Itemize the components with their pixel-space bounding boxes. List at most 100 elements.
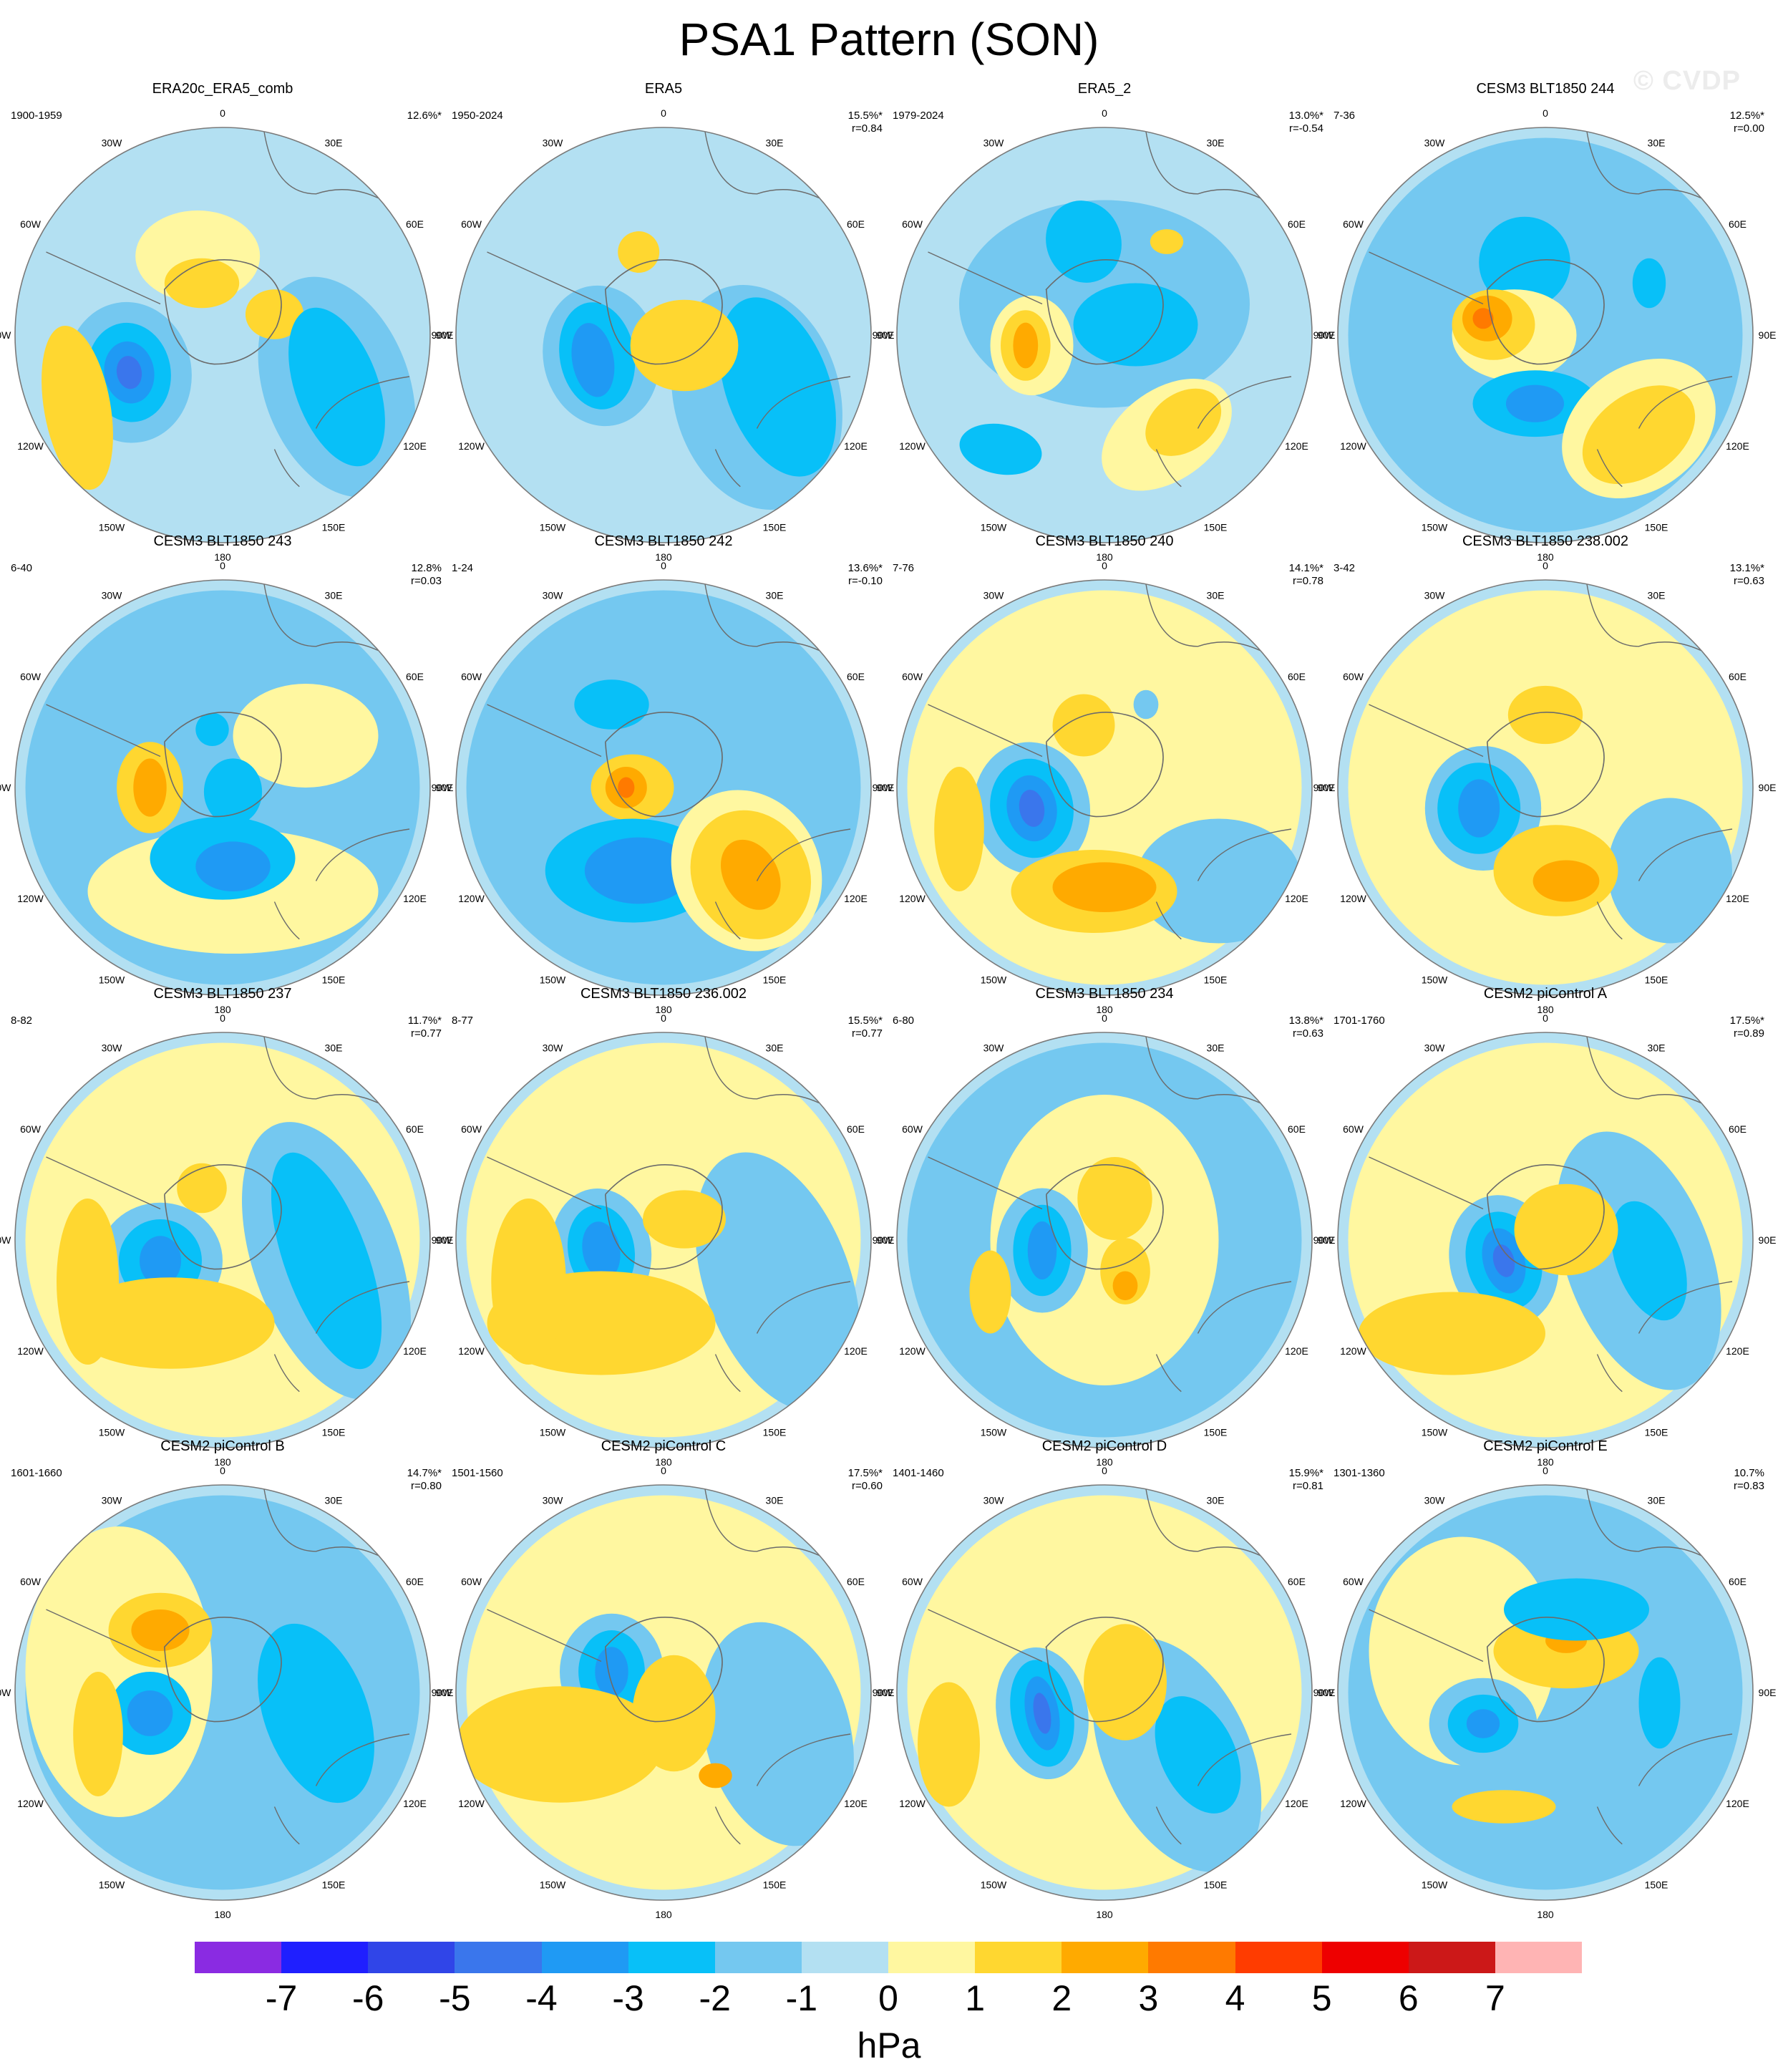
longitude-label: 90W <box>873 782 894 793</box>
africa-coastline <box>704 1036 820 1104</box>
longitude-label: 0 <box>661 560 666 571</box>
longitude-label: 0 <box>1102 560 1107 571</box>
longitude-label: 180 <box>1537 1004 1554 1015</box>
longitude-label: 90W <box>0 329 11 341</box>
antarctica-coastline <box>604 712 723 818</box>
panel-variance-explained: 15.5%* <box>848 1015 883 1027</box>
longitude-label: 0 <box>1543 1012 1548 1024</box>
map-panel: 0 30E 60E 90E 120E 150E 180 150W 120W 90W 60W 30W ER… <box>0 81 453 563</box>
australia-coastline <box>714 1733 851 1845</box>
longitude-label: 60W <box>902 218 923 230</box>
map-rim <box>1337 579 1754 996</box>
longitude-label: 30W <box>102 137 123 149</box>
panel-years: 1979-2024 <box>893 110 944 122</box>
longitude-label: 120W <box>17 893 44 904</box>
map-panel: 0 30E 60E 90E 120E 150E 180 150W 120W 90W 60W 30W CE… <box>873 1438 1336 1920</box>
panel-variance-explained: 10.7% <box>1734 1467 1764 1479</box>
australia-coastline <box>1155 1733 1292 1845</box>
pressure-anomaly-contour <box>918 1682 980 1807</box>
pressure-anomaly-contour <box>695 1152 860 1411</box>
south-america-coastline <box>1369 251 1484 305</box>
africa-coastline <box>1586 1036 1701 1104</box>
longitude-label: 0 <box>220 107 225 119</box>
longitude-label: 150W <box>99 1879 125 1890</box>
longitude-label: 90W <box>873 329 894 341</box>
pressure-anomaly-contour <box>934 767 984 891</box>
panel-variance-explained: 12.6%* <box>407 110 442 122</box>
africa-coastline <box>263 131 379 199</box>
map-rim <box>455 579 872 996</box>
panel-years: 1501-1560 <box>452 1467 503 1479</box>
colorbar-tick-label: -6 <box>352 1978 384 2018</box>
colorbar-tick-label: -5 <box>439 1978 471 2018</box>
panel-variance-explained: 15.5%* <box>848 110 883 122</box>
longitude-label: 90W <box>432 1687 453 1698</box>
pressure-anomaly-contour <box>1532 860 1600 902</box>
longitude-label: 30E <box>1648 590 1666 601</box>
colorbar-tick-label: -7 <box>265 1978 298 2018</box>
longitude-label: 120W <box>17 1798 44 1809</box>
pressure-anomaly-contour <box>959 423 1042 475</box>
longitude-label: 150E <box>1645 521 1668 533</box>
south-america-coastline <box>928 1156 1043 1210</box>
longitude-label: 30E <box>325 137 343 149</box>
panel-years: 1900-1959 <box>11 110 62 122</box>
pressure-anomaly-contour <box>1638 1657 1681 1749</box>
colorbar-segment <box>1062 1942 1149 1973</box>
longitude-label: 0 <box>1543 1465 1548 1476</box>
pressure-anomaly-contour <box>1492 1244 1515 1277</box>
africa-coastline <box>1586 584 1701 652</box>
colorbar-tick-label: 4 <box>1225 1978 1245 2018</box>
pressure-anomaly-contour <box>632 1655 716 1772</box>
longitude-label: 150W <box>1422 1879 1448 1890</box>
pressure-anomaly-contour <box>271 1152 382 1370</box>
longitude-label: 30W <box>102 590 123 601</box>
africa-coastline <box>704 1488 820 1557</box>
longitude-label: 60E <box>847 218 865 230</box>
panel-variance-explained: 12.8% <box>411 562 442 574</box>
longitude-label: 90E <box>1759 782 1777 793</box>
panel-title: ERA20c_ERA5_comb <box>152 81 293 97</box>
africa-coastline <box>1145 1036 1260 1104</box>
antarctica-coastline <box>163 259 282 365</box>
pressure-anomaly-contour <box>42 325 113 490</box>
panel-years: 8-77 <box>452 1015 473 1027</box>
south-america-coastline <box>487 1609 602 1662</box>
longitude-label: 30W <box>543 1495 564 1506</box>
longitude-label: 30E <box>1207 137 1225 149</box>
antarctica-coastline <box>163 1164 282 1270</box>
longitude-label: 90E <box>1759 329 1777 341</box>
antarctica-coastline <box>604 259 723 365</box>
pressure-anomaly-contour <box>1135 818 1302 944</box>
longitude-label: 150E <box>1645 974 1668 985</box>
australia-coastline <box>714 376 851 488</box>
africa-coastline <box>1145 1488 1260 1557</box>
longitude-label: 150W <box>99 974 125 985</box>
longitude-label: 30W <box>1424 1495 1446 1506</box>
pressure-anomaly-contour <box>571 323 615 397</box>
longitude-label: 90E <box>1318 329 1336 341</box>
longitude-label: 120E <box>1285 893 1308 904</box>
pressure-anomaly-contour <box>116 356 142 389</box>
pressure-anomaly-contour <box>133 758 167 817</box>
map-panel: 0 30E 60E 90E 120E 150E 180 150W 120W 90W 60W 30W ER… <box>873 81 1336 563</box>
south-america-coastline <box>928 251 1043 305</box>
longitude-label: 120E <box>1285 1345 1308 1357</box>
longitude-label: 150E <box>1204 521 1228 533</box>
colorbar-tick-label: 6 <box>1398 1978 1419 2018</box>
pressure-anomaly-contour <box>1100 1238 1150 1304</box>
longitude-label: 180 <box>1537 1909 1554 1920</box>
panel-pattern-correlation: r=-0.54 <box>1289 122 1323 135</box>
longitude-label: 0 <box>1102 1012 1107 1024</box>
panel-title: CESM3 BLT1850 234 <box>1035 986 1173 1002</box>
colorbar-tick-label: 0 <box>878 1978 898 2018</box>
pressure-anomaly-contour <box>456 1686 664 1803</box>
longitude-label: 90E <box>877 1687 895 1698</box>
longitude-label: 120E <box>844 1798 868 1809</box>
longitude-label: 0 <box>1102 107 1107 119</box>
longitude-label: 150E <box>763 974 787 985</box>
pressure-anomaly-contour <box>131 1609 190 1651</box>
colorbar-tick-label: -1 <box>785 1978 818 2018</box>
panel-title: CESM3 BLT1850 244 <box>1476 81 1614 97</box>
